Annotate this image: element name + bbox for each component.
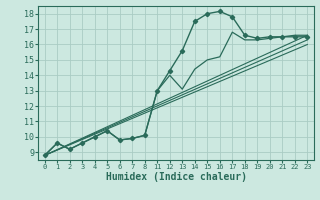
X-axis label: Humidex (Indice chaleur): Humidex (Indice chaleur) [106, 172, 246, 182]
